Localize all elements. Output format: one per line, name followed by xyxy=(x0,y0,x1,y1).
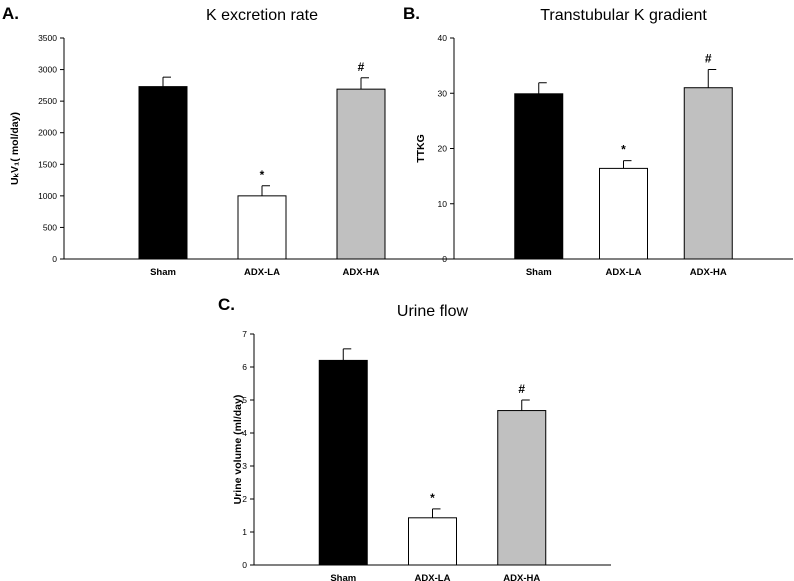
bar xyxy=(318,359,368,566)
chart-panel-2: C. Urine flow 0 1 2 3 4 5 6 7 Urine volume (ml/day… xyxy=(218,295,611,581)
y-tick-label: 6 xyxy=(242,362,247,372)
x-category-label: ADX-LA xyxy=(606,267,642,278)
significance-mark: * xyxy=(430,491,435,505)
y-tick-label: 3000 xyxy=(38,65,57,75)
bar xyxy=(514,93,564,260)
x-category-label: ADX-HA xyxy=(503,573,540,581)
bar xyxy=(683,87,733,260)
chart-title: Urine flow xyxy=(397,303,469,320)
y-tick-label: 500 xyxy=(43,222,57,232)
chart-title: K excretion rate xyxy=(206,7,318,24)
bar xyxy=(408,517,457,566)
y-tick-label: 7 xyxy=(242,329,247,339)
chart-panel-0: A. K excretion rate 0 500 1000 1500 2000 2500 30… xyxy=(2,4,460,278)
y-tick-label: 0 xyxy=(52,254,57,264)
y-tick-label: 10 xyxy=(438,199,448,209)
significance-mark: * xyxy=(621,143,626,157)
y-tick-label: 3 xyxy=(242,461,247,471)
y-tick-label: 2500 xyxy=(38,96,57,106)
x-category-label: Sham xyxy=(330,573,356,581)
significance-mark: # xyxy=(358,60,365,74)
x-category-label: ADX-HA xyxy=(690,267,727,278)
y-tick-label: 1500 xyxy=(38,159,57,169)
y-tick-label: 3500 xyxy=(38,33,57,43)
y-tick-label: 5 xyxy=(242,395,247,405)
y-axis-label: Urine volume (ml/day) xyxy=(232,395,244,505)
y-tick-label: 0 xyxy=(442,254,447,264)
x-category-label: ADX-HA xyxy=(343,267,380,278)
bar xyxy=(599,167,648,260)
chart-panel-1: B. Transtubular K gradient 0 10 20 30 40 TTKG Sh… xyxy=(403,4,793,278)
significance-mark: * xyxy=(260,168,265,182)
bar xyxy=(138,86,188,260)
y-axis-label: UₖV₁( mol/day) xyxy=(9,112,21,185)
significance-mark: # xyxy=(518,382,525,396)
significance-mark: # xyxy=(705,51,712,65)
panel-letter: B. xyxy=(403,4,420,23)
x-category-label: ADX-LA xyxy=(415,573,451,581)
bar xyxy=(336,88,386,260)
y-axis-label: TTKG xyxy=(415,134,427,163)
x-category-label: Sham xyxy=(150,267,176,278)
y-tick-label: 1000 xyxy=(38,191,57,201)
x-category-label: ADX-LA xyxy=(244,267,280,278)
panel-letter: C. xyxy=(218,295,235,314)
chart-title: Transtubular K gradient xyxy=(540,7,707,24)
y-tick-label: 0 xyxy=(242,560,247,570)
y-tick-label: 20 xyxy=(438,144,448,154)
y-tick-label: 2000 xyxy=(38,128,57,138)
bar xyxy=(237,195,287,260)
y-tick-label: 4 xyxy=(242,428,247,438)
y-tick-label: 1 xyxy=(242,527,247,537)
y-tick-label: 30 xyxy=(438,88,448,98)
panel-letter: A. xyxy=(2,4,19,23)
bar xyxy=(497,410,547,566)
y-tick-label: 40 xyxy=(438,33,448,43)
y-tick-label: 2 xyxy=(242,494,247,504)
x-category-label: Sham xyxy=(526,267,552,278)
